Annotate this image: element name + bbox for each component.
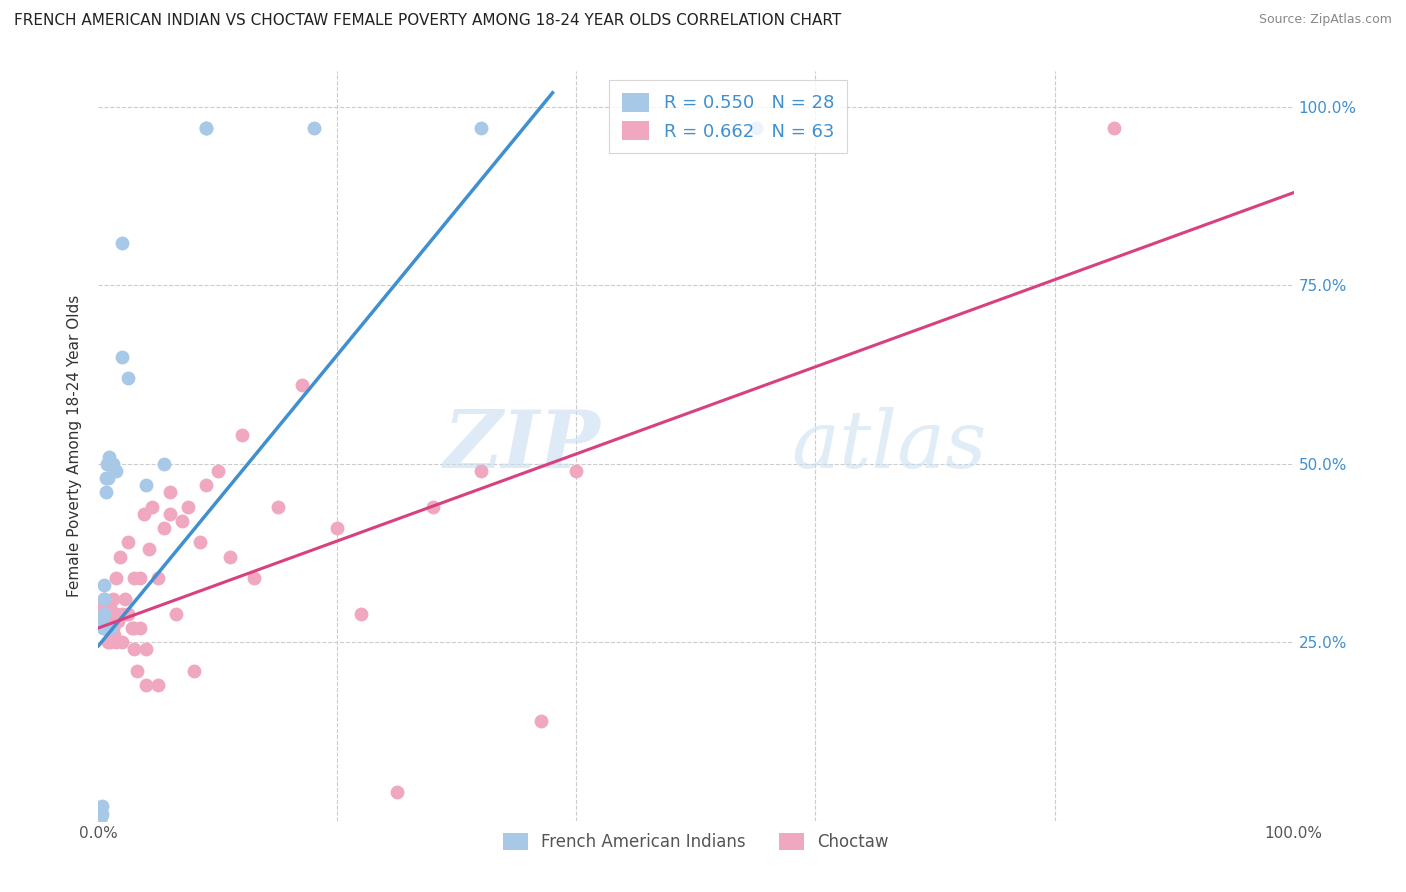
Point [105, 635, 128, 649]
Point [111, 607, 134, 621]
Point [302, 121, 325, 136]
Point [195, 121, 218, 136]
Point [97, 457, 120, 471]
Point [94, 614, 117, 628]
Point [105, 464, 128, 478]
Point [159, 485, 181, 500]
Point [195, 478, 218, 492]
Point [91, 806, 114, 821]
Point [326, 521, 349, 535]
Point [135, 478, 157, 492]
Point [148, 678, 170, 692]
Point [124, 642, 146, 657]
Point [94, 485, 117, 500]
Point [93, 592, 115, 607]
Point [117, 371, 139, 385]
Point [530, 714, 553, 728]
Point [141, 500, 163, 514]
Point [91, 799, 114, 814]
Point [138, 542, 160, 557]
Point [93, 578, 115, 592]
Point [148, 571, 170, 585]
Point [98, 457, 122, 471]
Point [117, 535, 139, 549]
Point [183, 664, 205, 678]
Point [105, 607, 128, 621]
Legend: French American Indians, Choctaw: French American Indians, Choctaw [489, 820, 903, 864]
Point [195, 121, 218, 136]
Point [219, 549, 242, 564]
Point [153, 521, 176, 535]
Point [470, 121, 492, 136]
Point [125, 664, 148, 678]
Point [135, 642, 157, 657]
Point [105, 571, 128, 585]
Point [96, 621, 118, 635]
Point [385, 785, 409, 799]
Point [114, 592, 136, 607]
Point [90, 810, 112, 824]
Point [98, 635, 122, 649]
Point [91, 621, 114, 635]
Point [103, 628, 125, 642]
Point [243, 571, 266, 585]
Text: FRENCH AMERICAN INDIAN VS CHOCTAW FEMALE POVERTY AMONG 18-24 YEAR OLDS CORRELATI: FRENCH AMERICAN INDIAN VS CHOCTAW FEMALE… [14, 13, 841, 29]
Point [98, 621, 122, 635]
Point [207, 464, 229, 478]
Point [91, 614, 114, 628]
Point [350, 607, 373, 621]
Point [231, 428, 253, 442]
Point [165, 607, 187, 621]
Point [129, 571, 152, 585]
Point [565, 464, 588, 478]
Point [117, 607, 139, 621]
Point [93, 592, 115, 607]
Point [188, 535, 211, 549]
Text: Source: ZipAtlas.com: Source: ZipAtlas.com [1258, 13, 1392, 27]
Text: ZIP: ZIP [443, 408, 600, 484]
Point [422, 500, 444, 514]
Point [153, 457, 176, 471]
Point [97, 471, 120, 485]
Point [98, 599, 122, 614]
Point [98, 614, 122, 628]
Point [101, 457, 124, 471]
Point [91, 599, 114, 614]
Point [129, 621, 152, 635]
Point [94, 471, 117, 485]
Point [90, 614, 112, 628]
Point [101, 592, 124, 607]
Point [132, 507, 155, 521]
Point [124, 571, 146, 585]
Point [93, 607, 115, 621]
Point [91, 607, 114, 621]
Point [98, 621, 121, 635]
Point [101, 621, 124, 635]
Point [111, 235, 134, 250]
Point [107, 614, 129, 628]
Point [172, 514, 194, 528]
Point [745, 121, 768, 136]
Point [1104, 121, 1126, 136]
Point [267, 500, 290, 514]
Point [291, 378, 314, 392]
Point [124, 621, 146, 635]
Text: atlas: atlas [792, 408, 987, 484]
Point [96, 457, 118, 471]
Point [470, 464, 492, 478]
Point [93, 621, 115, 635]
Point [98, 450, 121, 464]
Point [121, 621, 143, 635]
Y-axis label: Female Poverty Among 18-24 Year Olds: Female Poverty Among 18-24 Year Olds [67, 295, 83, 597]
Point [108, 549, 131, 564]
Point [177, 500, 200, 514]
Point [111, 350, 134, 364]
Point [97, 635, 120, 649]
Point [159, 507, 181, 521]
Point [97, 607, 120, 621]
Point [111, 635, 134, 649]
Point [135, 678, 157, 692]
